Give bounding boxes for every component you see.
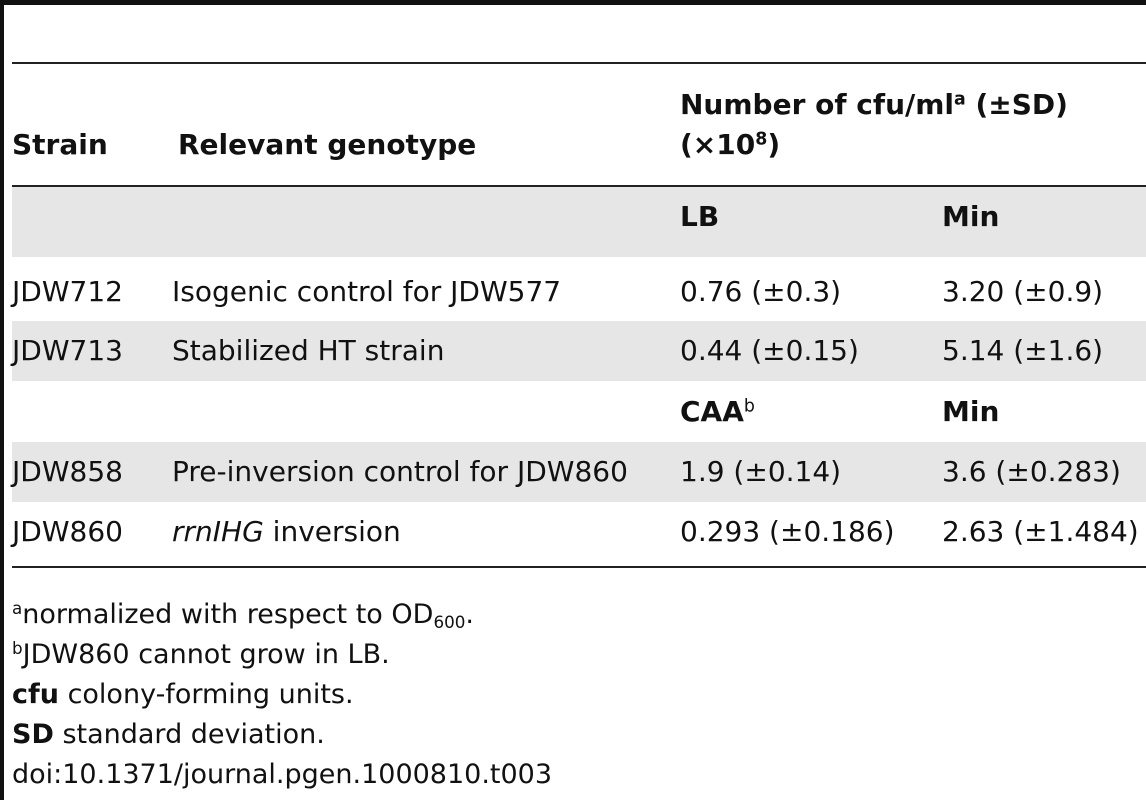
row-band — [12, 442, 1146, 502]
row-value-lb: 0.44 (±0.15) — [680, 334, 859, 367]
row-value-min: 3.6 (±0.283) — [942, 455, 1121, 488]
row-genotype: Pre-inversion control for JDW860 — [172, 455, 628, 488]
header-cfu-line2: (×108) — [680, 128, 781, 161]
header-rule — [12, 185, 1146, 187]
header-genotype: Relevant genotype — [178, 128, 477, 161]
footnote-b: bJDW860 cannot grow in LB. — [12, 637, 390, 670]
subheader-min: Min — [942, 200, 1000, 233]
row-value-min: 2.63 (±1.484) — [942, 515, 1139, 548]
subheader-lb: LB — [680, 200, 720, 233]
row-value-lb: 0.76 (±0.3) — [680, 275, 842, 308]
table-bottom-rule — [12, 566, 1146, 568]
footnote-sd: SD standard deviation. — [12, 719, 325, 750]
row-value-min: 5.14 (±1.6) — [942, 334, 1104, 367]
row-band — [12, 321, 1146, 381]
footnote-a: anormalized with respect to OD600. — [12, 597, 474, 633]
left-border-rule — [0, 0, 4, 800]
row-value-caa: 0.293 (±0.186) — [680, 515, 895, 548]
row-strain: JDW858 — [12, 455, 123, 488]
doi-label: doi:10.1371/journal.pgen.1000810.t003 — [12, 759, 553, 790]
row-genotype: rrnIHG inversion — [172, 515, 401, 548]
table-top-rule — [12, 62, 1146, 64]
row-strain: JDW713 — [12, 334, 123, 367]
subheader-min: Min — [942, 395, 1000, 428]
subheader-caa: CAAb — [680, 395, 755, 428]
row-value-caa: 1.9 (±0.14) — [680, 455, 842, 488]
header-cfu-line1: Number of cfu/mla (±SD) — [680, 88, 1068, 121]
footnote-cfu: cfu colony-forming units. — [12, 679, 354, 710]
row-genotype: Isogenic control for JDW577 — [172, 275, 562, 308]
row-strain: JDW712 — [12, 275, 123, 308]
row-genotype: Stabilized HT strain — [172, 334, 445, 367]
row-value-min: 3.20 (±0.9) — [942, 275, 1104, 308]
subheader-band — [12, 187, 1146, 257]
header-strain: Strain — [12, 128, 108, 161]
row-strain: JDW860 — [12, 515, 123, 548]
top-border-rule — [0, 0, 1146, 5]
